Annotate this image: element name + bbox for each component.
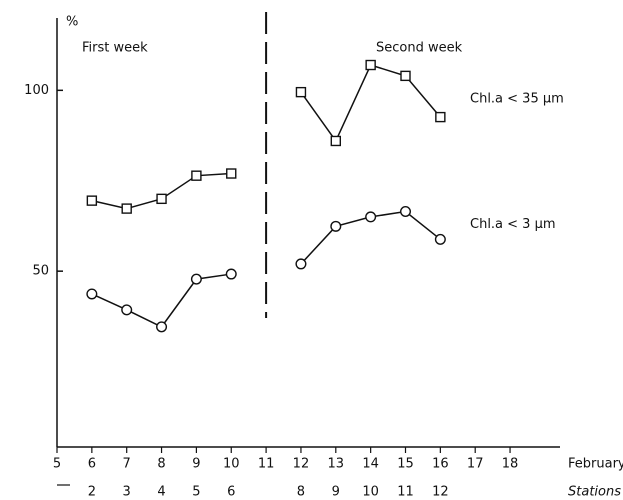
marker — [330, 135, 341, 147]
y-tick-label: 100 — [24, 83, 49, 98]
station-label: 3 — [123, 485, 131, 500]
x-tick-label: 7 — [123, 457, 131, 472]
marker — [400, 205, 412, 217]
marker — [191, 170, 202, 181]
x-tick-label: 14 — [362, 457, 379, 472]
marker — [434, 233, 446, 245]
station-label: 6 — [227, 485, 235, 500]
series-label: Chl.a < 3 µm — [470, 217, 556, 232]
series-label: Chl.a < 35 µm — [470, 92, 564, 107]
marker — [365, 211, 377, 223]
marker — [121, 304, 133, 316]
marker — [190, 273, 202, 285]
x-axis-label: February — [568, 457, 623, 472]
x-tick-label: 13 — [328, 457, 345, 472]
annotation: First week — [82, 41, 148, 56]
x-tick-label: 9 — [192, 457, 200, 472]
station-label: 2 — [88, 485, 96, 500]
marker — [226, 168, 237, 179]
marker — [86, 288, 98, 300]
station-label: 11 — [397, 485, 414, 500]
y-tick-label: 50 — [32, 264, 49, 279]
x-tick-label: 16 — [432, 457, 449, 472]
annotation: Second week — [376, 41, 463, 56]
x-tick-label: 8 — [157, 457, 165, 472]
marker — [330, 220, 342, 232]
marker — [365, 59, 376, 71]
marker — [400, 70, 411, 82]
marker — [225, 268, 237, 280]
x-tick-label: 15 — [397, 457, 414, 472]
marker — [86, 195, 98, 206]
x-tick-label: 10 — [223, 457, 240, 472]
marker — [121, 203, 132, 214]
x2-axis-label: Stations — [568, 485, 621, 500]
station-label: 5 — [192, 485, 200, 500]
x-tick-label: 12 — [293, 457, 310, 472]
marker — [156, 193, 167, 205]
marker — [435, 111, 446, 123]
station-label: 12 — [432, 485, 449, 500]
y-axis-label: % — [66, 15, 78, 30]
x-tick-label: 17 — [467, 457, 484, 472]
station-label: 10 — [362, 485, 379, 500]
x-tick-label: 6 — [88, 457, 96, 472]
marker — [156, 321, 168, 333]
station-label: 4 — [157, 485, 165, 500]
x-tick-label: 5 — [53, 457, 61, 472]
x-tick-label: 11 — [258, 457, 275, 472]
station-label: 9 — [332, 485, 340, 500]
marker — [295, 86, 307, 98]
x-tick-label: 18 — [502, 457, 519, 472]
station-label: 8 — [297, 485, 305, 500]
marker — [295, 258, 307, 270]
